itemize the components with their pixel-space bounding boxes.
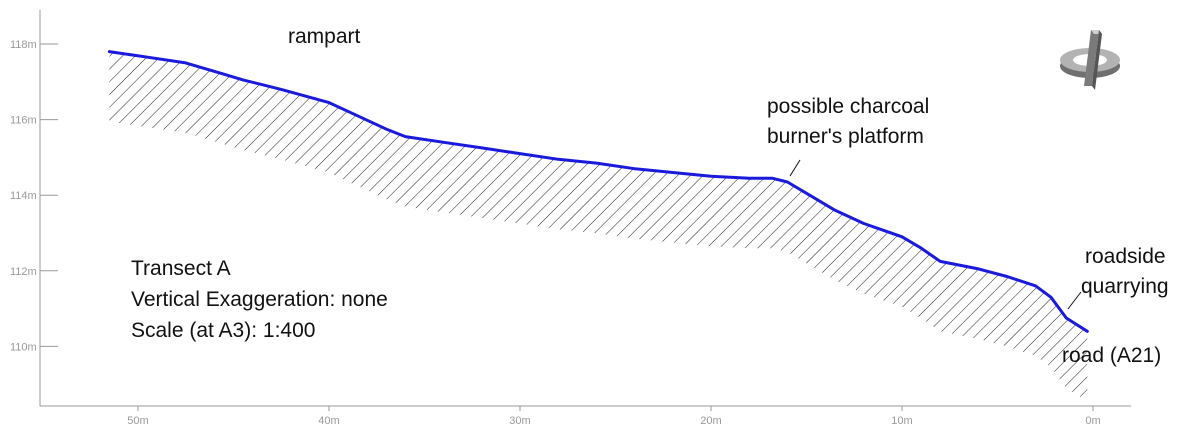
annotation-charcoal-line-1: possible charcoal xyxy=(767,95,929,118)
annotation-rampart: rampart xyxy=(288,25,361,48)
annotation-charcoal-platform: possible charcoal burner's platform xyxy=(767,95,935,148)
axes: 50m 40m 30m 20m 10m 0m 118m 116m 114m 112m 110m xyxy=(10,10,1131,427)
annotation-quarrying-line-2: quarrying xyxy=(1081,275,1169,298)
charcoal-leader-line xyxy=(789,159,801,177)
quarrying-leader-line xyxy=(1067,291,1082,310)
x-tick-label: 40m xyxy=(318,415,339,427)
annotation-roadside-quarrying: roadside quarrying xyxy=(1081,245,1171,298)
transect-info: Transect A Vertical Exaggeration: none S… xyxy=(131,257,388,342)
y-axis-ticks: 118m 116m 114m 112m 110m xyxy=(10,39,58,353)
info-title: Transect A xyxy=(131,257,231,280)
annotation-charcoal-line-2: burner's platform xyxy=(767,125,924,148)
x-tick-label: 50m xyxy=(127,415,148,427)
x-axis-ticks: 50m 40m 30m 20m 10m 0m xyxy=(127,406,1101,427)
y-tick-label: 112m xyxy=(10,266,37,278)
y-tick-label: 114m xyxy=(10,190,37,202)
terrain-profile-line xyxy=(107,50,1089,333)
x-tick-label: 10m xyxy=(891,415,912,427)
annotation-road: road (A21) xyxy=(1062,344,1161,367)
x-tick-label: 0m xyxy=(1085,415,1100,427)
info-vertical-exaggeration: Vertical Exaggeration: none xyxy=(131,288,388,311)
x-tick-label: 20m xyxy=(700,415,721,427)
north-arrow-icon xyxy=(1060,30,1120,90)
y-tick-label: 116m xyxy=(10,115,37,127)
annotations: rampart possible charcoal burner's platf… xyxy=(288,25,1171,367)
y-tick-label: 118m xyxy=(10,39,37,51)
info-scale: Scale (at A3): 1:400 xyxy=(131,319,315,342)
x-tick-label: 30m xyxy=(509,415,530,427)
terrain-hatch-fill xyxy=(109,51,1088,402)
y-tick-label: 110m xyxy=(10,341,37,353)
annotation-quarrying-line-1: roadside xyxy=(1085,245,1166,268)
